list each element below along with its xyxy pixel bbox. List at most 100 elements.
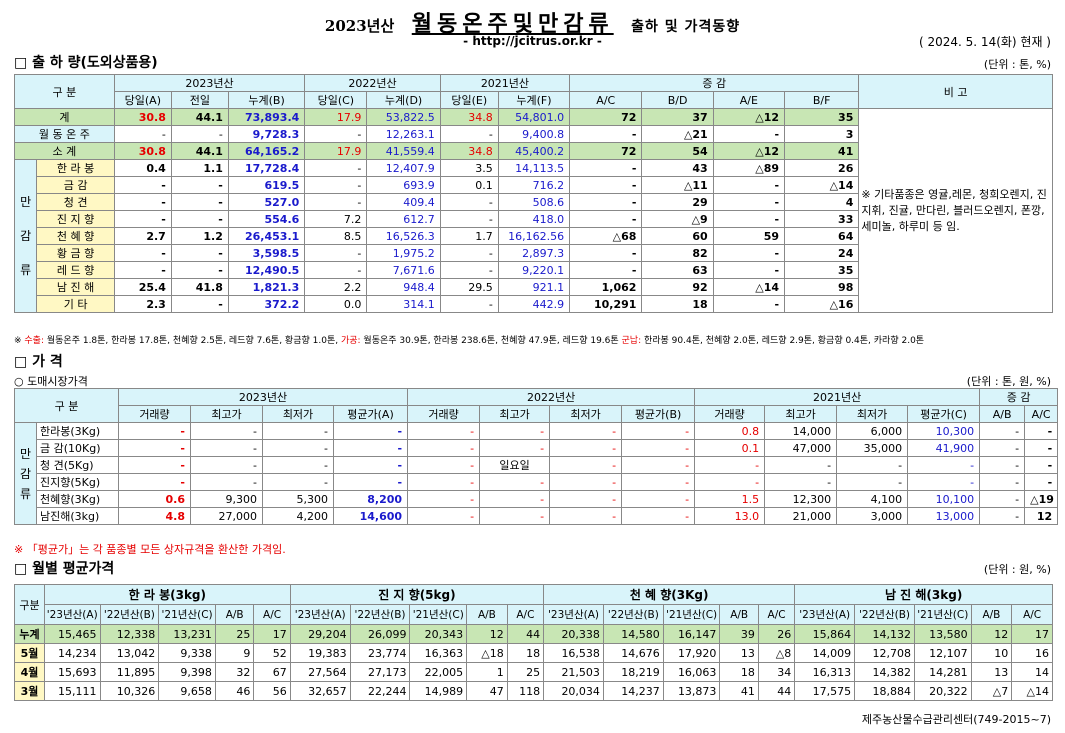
table-cell: 12,338 — [99, 624, 160, 644]
table-cell: 2.2 — [304, 278, 368, 296]
table-cell: 25 — [506, 662, 545, 682]
table-cell: - — [113, 261, 172, 279]
table-cell: 44 — [757, 681, 796, 701]
table-cell: 10,326 — [99, 681, 160, 701]
col-subheader: A/B — [719, 604, 759, 625]
col-subheader: 평균가(C) — [907, 405, 981, 423]
table-cell: 2.7 — [113, 227, 172, 245]
table-cell: - — [439, 295, 499, 313]
table-cell: 20,338 — [543, 624, 604, 644]
col-header-variety: 남 진 해(3kg) — [794, 584, 1053, 605]
table-cell: 18 — [719, 662, 759, 682]
table-cell: 14,600 — [332, 507, 409, 525]
table-cell: 32 — [214, 662, 255, 682]
table-cell: - — [439, 244, 499, 262]
table-cell: 118 — [506, 681, 545, 701]
table-cell: 41 — [784, 142, 860, 160]
table-cell: 2.3 — [113, 295, 172, 313]
col-subheader: A/C — [506, 604, 545, 625]
table-cell: 9,398 — [158, 662, 216, 682]
table-cell: - — [118, 422, 191, 440]
table-cell: 53,822.5 — [366, 108, 441, 126]
table-cell: 19,383 — [289, 643, 351, 663]
table-cell: 14,132 — [854, 624, 915, 644]
col-subheader: A/C — [253, 604, 291, 625]
section3-unit: (단위 : 원, %) — [983, 563, 1051, 576]
col-subheader: '22년산(B) — [99, 604, 160, 625]
col-subheader: 거래량 — [407, 405, 481, 423]
table-cell: 17.9 — [304, 142, 368, 160]
remark-cell: ※ 기타품종은 영귤,레몬, 청희오렌지, 진지휘, 진귤, 만다린, 블러드오… — [858, 108, 1053, 313]
table-cell: 418.0 — [497, 210, 571, 228]
row-label: 천혜향(3Kg) — [36, 490, 119, 508]
table-cell: - — [407, 473, 481, 491]
table-cell: 29.5 — [439, 278, 499, 296]
table-cell: - — [304, 244, 368, 262]
table-cell: 409.4 — [366, 193, 441, 211]
table-row: 청 견 - -527.0-409.4-508.6-29-4 — [15, 193, 1053, 211]
table-cell: - — [332, 439, 409, 457]
table-cell: 16,313 — [794, 662, 856, 682]
table-row: 기 타 2.3-372.2 0.0 314.1-442.9 10,291 18- △16 — [15, 295, 1053, 313]
col-subheader: 평균가(B) — [621, 405, 696, 423]
table-cell: 20,322 — [913, 681, 972, 701]
table-cell: - — [569, 193, 643, 211]
table-cell: 23,774 — [349, 643, 411, 663]
table-row: 3월 15,111 10,326 9,658 46 56 32,657 22,244 14,98… — [14, 681, 1053, 701]
table-cell: 18 — [641, 295, 714, 313]
table-cell: - — [621, 473, 696, 491]
table-cell: - — [332, 422, 409, 440]
shipment-table: 구 분 2023년산 2022년산 2021년산 증 감 비 고 당일(A) 전일… — [13, 74, 1053, 313]
table-row: 5월 14,234 13,042 9,338 9 52 19,383 23,774 16,363… — [14, 643, 1053, 663]
table-cell: - — [479, 507, 551, 525]
table-cell: △14 — [712, 278, 786, 296]
table-cell: 0.8 — [694, 422, 766, 440]
col-header-variety: 한 라 봉(3kg) — [43, 584, 291, 605]
table-cell: 92 — [641, 278, 714, 296]
table-cell: 29,204 — [289, 624, 351, 644]
table-cell: - — [407, 439, 481, 457]
table-cell: - — [407, 507, 481, 525]
site-url[interactable]: - http://jcitrus.or.kr - — [463, 34, 602, 48]
table-cell: 554.6 — [227, 210, 306, 228]
table-cell: 442.9 — [497, 295, 571, 313]
row-label: 4월 — [14, 662, 45, 682]
table-cell: 47 — [466, 681, 508, 701]
table-cell: - — [979, 439, 1026, 457]
table-cell: 33 — [784, 210, 860, 228]
col-subheader: 최고가 — [479, 405, 551, 423]
group-label-char: 감 — [20, 229, 32, 243]
col-subheader: '21년산(C) — [409, 604, 468, 625]
table-cell: - — [569, 176, 643, 194]
table-cell: 56 — [253, 681, 291, 701]
table-cell: - — [549, 490, 623, 508]
row-label: 5월 — [14, 643, 45, 663]
table-cell: - — [1024, 439, 1059, 457]
group-label-char: 만 — [20, 195, 32, 209]
table-row: 남 진 해 25.4 41.8 1,821.3 2.2 948.4 29.5 921.1 1,0… — [15, 278, 1053, 296]
table-cell: 14,237 — [602, 681, 664, 701]
table-cell: △18 — [466, 643, 508, 663]
table-cell: 10,100 — [907, 490, 981, 508]
table-cell: 10,300 — [907, 422, 981, 440]
col-subheader: A/C — [1024, 405, 1059, 423]
table-cell: - — [836, 456, 909, 474]
table-cell: 25 — [214, 624, 255, 644]
table-cell: - — [113, 176, 172, 194]
table-cell: 64,165.2 — [227, 142, 306, 160]
table-cell: - — [979, 473, 1026, 491]
table-cell: - — [621, 490, 696, 508]
table-cell: - — [569, 159, 643, 177]
col-subheader: '23년산(A) — [794, 604, 856, 625]
table-cell: 0.0 — [304, 295, 368, 313]
row-label: 소 계 — [14, 142, 115, 160]
col-subheader: B/F — [784, 91, 860, 109]
table-cell: - — [979, 456, 1026, 474]
table-cell: 8,200 — [332, 490, 409, 508]
col-subheader: '21년산(C) — [662, 604, 721, 625]
row-label: 진 지 향 — [36, 210, 115, 228]
table-cell: 9,300 — [190, 490, 263, 508]
table-cell: △12 — [712, 108, 786, 126]
col-subheader: 누계(F) — [497, 91, 571, 109]
table-cell: - — [712, 125, 786, 143]
